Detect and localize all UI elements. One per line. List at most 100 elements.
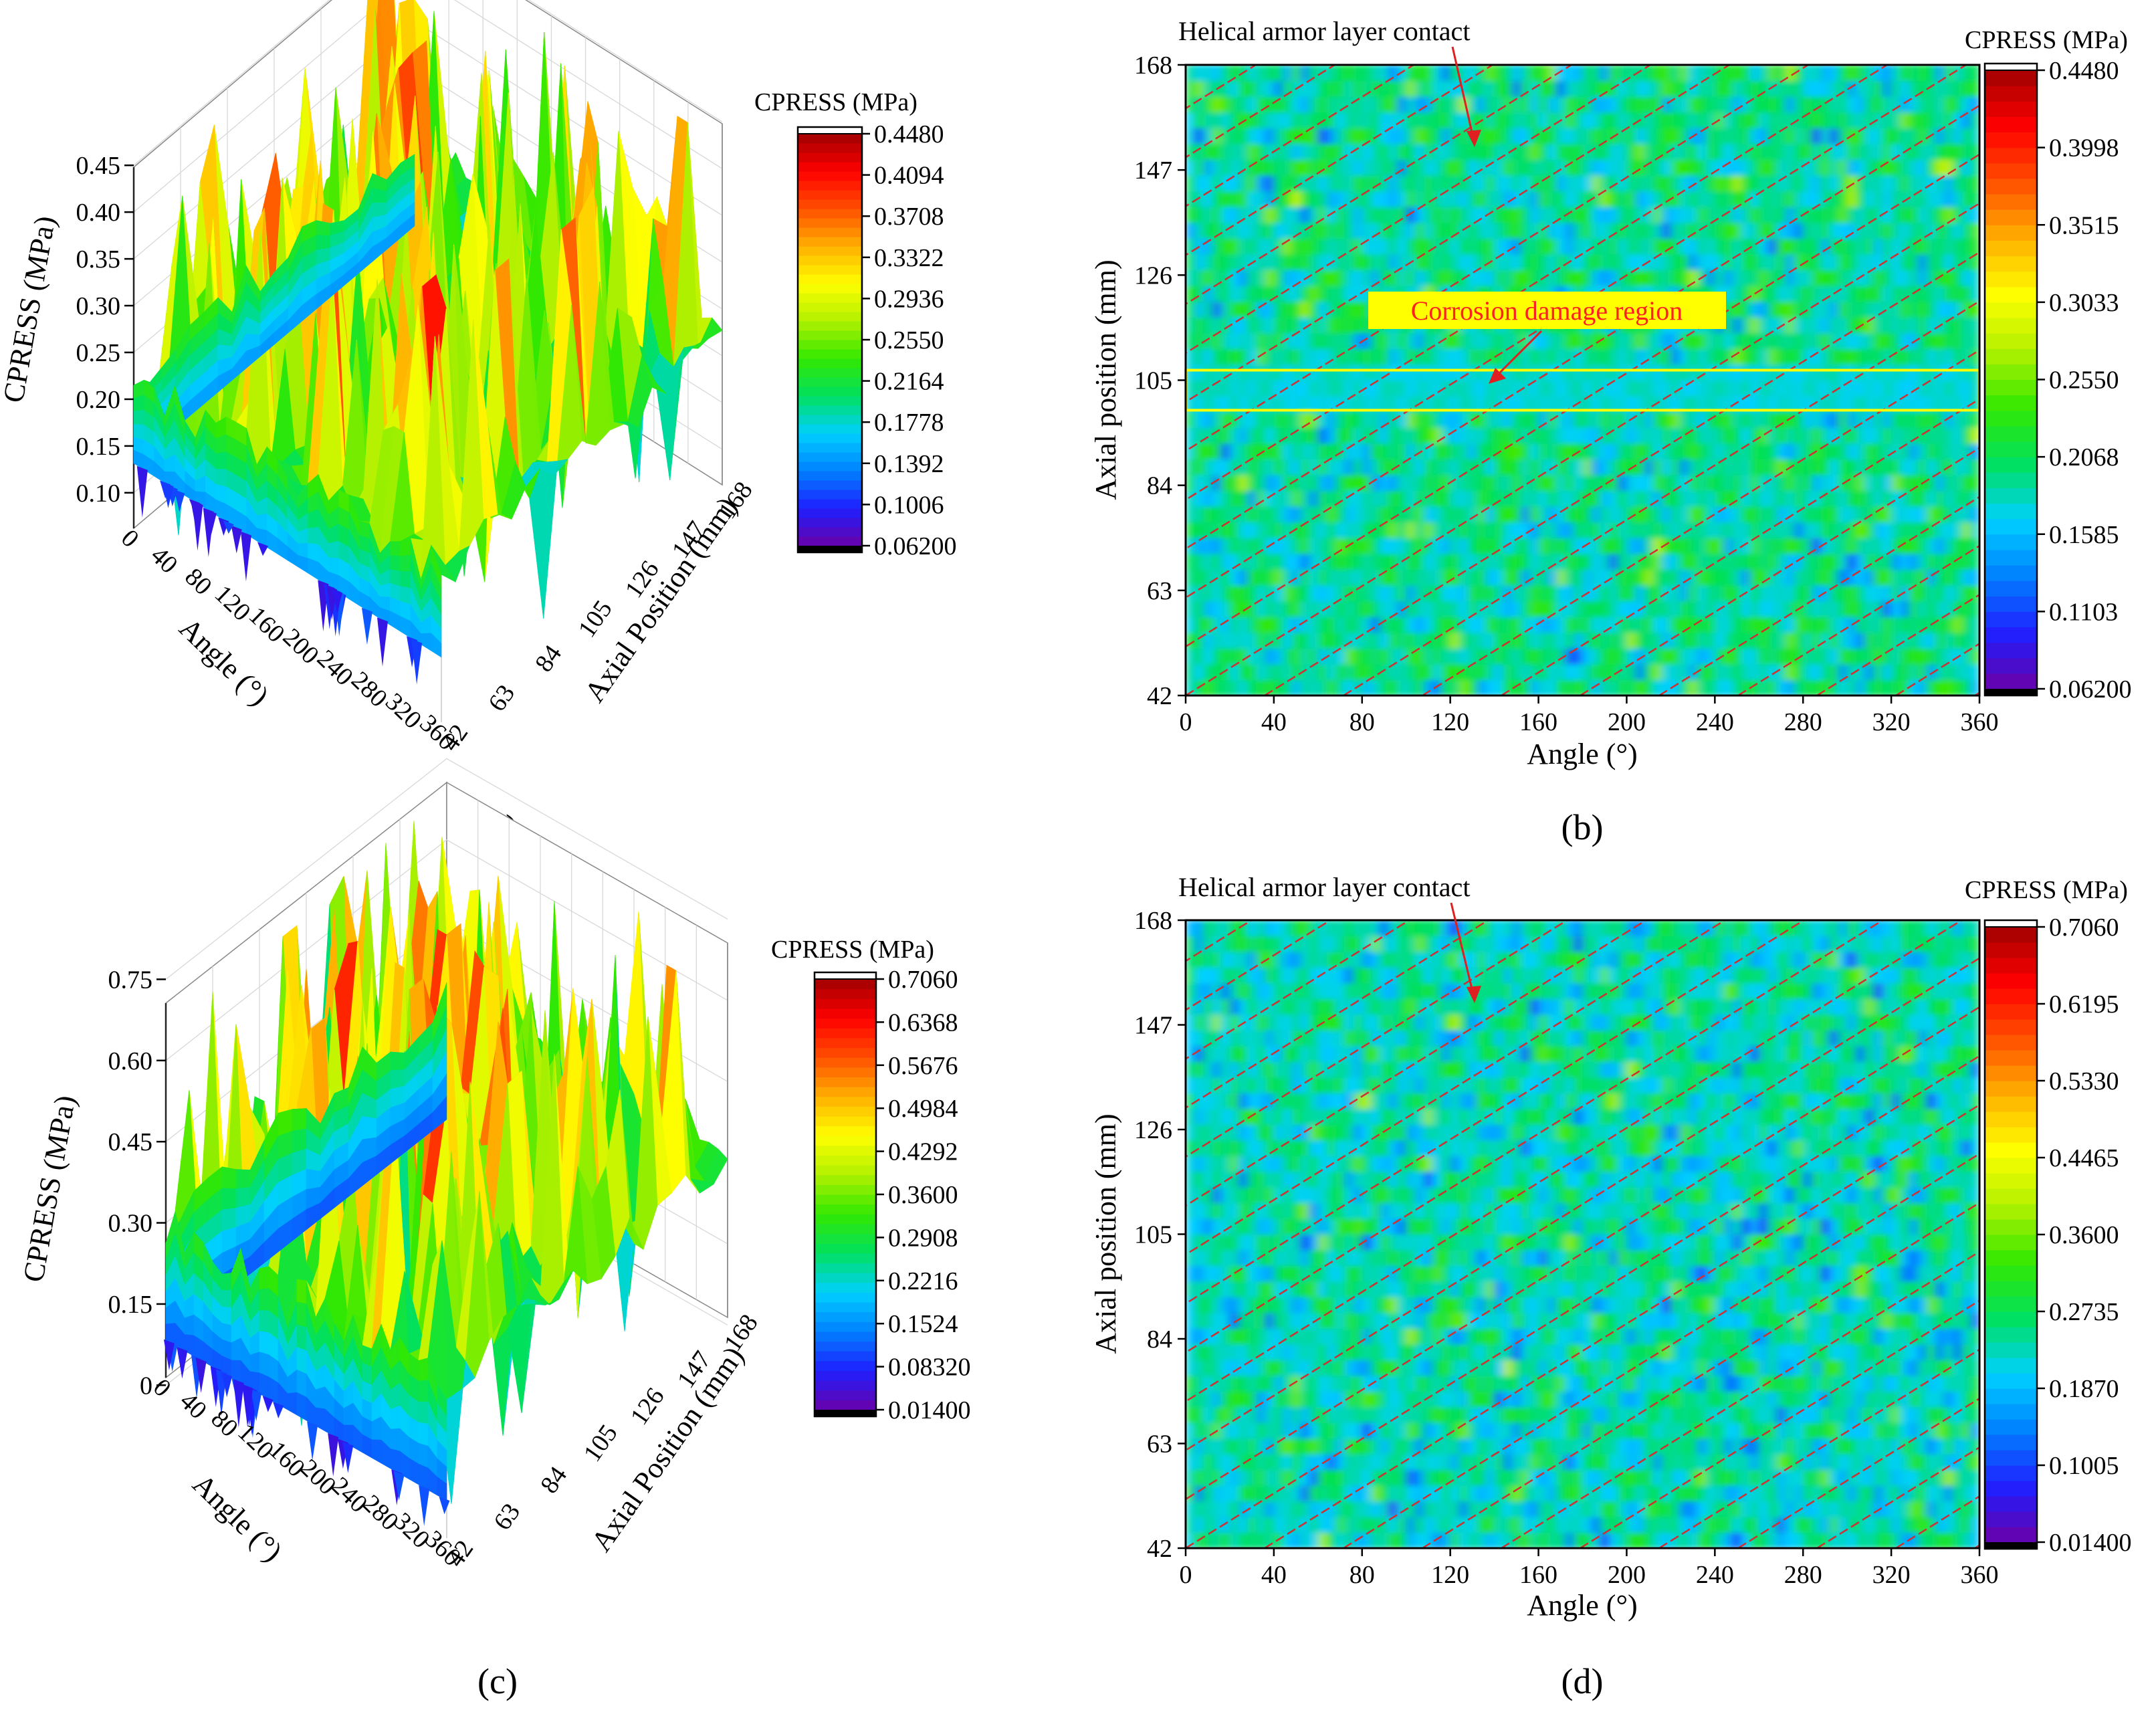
field-cell (1547, 238, 1557, 255)
field-cell (1194, 617, 1204, 633)
field-cell (1935, 332, 1945, 349)
field-cell (1406, 538, 1416, 554)
field-cell (1397, 159, 1407, 176)
field-cell (1229, 474, 1239, 492)
field-cell (1212, 175, 1222, 192)
field-cell (1424, 175, 1433, 192)
field-cell (1900, 301, 1910, 318)
field-cell (1882, 490, 1892, 507)
field-cell (1688, 332, 1698, 349)
field-cell (1591, 380, 1601, 397)
field-cell (1591, 270, 1601, 286)
field-cell (1926, 96, 1936, 113)
field-cell (1812, 80, 1822, 97)
field-cell (1397, 632, 1407, 649)
field-cell (1961, 538, 1971, 554)
field-cell (1670, 222, 1681, 239)
field-cell (1688, 617, 1698, 633)
field-cell (1335, 65, 1345, 82)
field-cell (1838, 253, 1848, 271)
field-cell (1362, 506, 1372, 523)
field-cell (1882, 301, 1892, 318)
field-cell (1511, 80, 1521, 97)
field-cell (1961, 459, 1971, 475)
field-cell (1706, 474, 1715, 492)
field-cell (1353, 364, 1363, 381)
field-cell (1644, 191, 1654, 207)
field-cell (1380, 490, 1389, 507)
field-cell (1715, 553, 1725, 570)
field-cell (1256, 286, 1266, 302)
field-cell (1291, 191, 1301, 207)
field-cell (1926, 679, 1936, 696)
field-cell (1521, 207, 1530, 223)
field-cell (1732, 427, 1742, 444)
field-cell (1644, 128, 1654, 144)
field-cell (1494, 490, 1504, 507)
field-cell (1538, 253, 1548, 271)
field-cell (1309, 159, 1319, 176)
field-cell (1626, 617, 1636, 633)
field-cell (1538, 65, 1548, 82)
field-cell (1212, 648, 1222, 665)
field-cell (1468, 506, 1477, 523)
field-cell (1732, 380, 1742, 397)
field-cell (1759, 601, 1769, 617)
field-cell (1653, 601, 1662, 617)
field-cell (1882, 411, 1892, 428)
field-cell (1529, 538, 1539, 554)
field-cell (1265, 112, 1275, 128)
surface-skirt-left (400, 213, 415, 239)
field-cell (1220, 584, 1230, 602)
field-cell (1397, 332, 1407, 349)
field-cell (1609, 159, 1618, 176)
field-cell (1697, 238, 1707, 255)
field-cell (1741, 238, 1751, 255)
field-cell (1300, 663, 1310, 681)
field-cell (1565, 380, 1574, 397)
field-cell (1900, 396, 1910, 413)
field-cell (1238, 191, 1248, 207)
field-cell (1503, 538, 1513, 554)
colorbar-band (798, 499, 862, 509)
field-cell (1565, 128, 1574, 144)
field-cell (1212, 679, 1222, 696)
field-cell (1309, 679, 1319, 696)
field-cell (1555, 348, 1566, 365)
field-cell (1362, 553, 1372, 570)
field-cell (1776, 522, 1786, 538)
field-cell (1812, 569, 1822, 586)
colorbar-band (798, 199, 862, 209)
field-cell (1944, 96, 1954, 113)
field-cell (1759, 679, 1769, 696)
field-cell (1555, 538, 1566, 554)
field-cell (1900, 175, 1910, 192)
field-cell (1424, 80, 1433, 97)
field-cell (1741, 175, 1751, 192)
field-cell (1309, 506, 1319, 523)
field-cell (1882, 128, 1892, 144)
field-cell (1670, 490, 1681, 507)
field-cell (1662, 253, 1671, 271)
field-cell (1723, 270, 1733, 286)
field-cell (1450, 569, 1460, 586)
field-cell (1812, 380, 1822, 397)
field-cell (1194, 222, 1204, 239)
field-cell (1961, 143, 1971, 161)
field-cell (1909, 159, 1919, 176)
field-cell (1273, 253, 1283, 271)
field-cell (1706, 238, 1715, 255)
field-cell (1644, 159, 1654, 176)
field-cell (1794, 286, 1804, 302)
field-cell (1247, 301, 1257, 318)
field-cell (1291, 270, 1301, 286)
field-cell (1432, 474, 1442, 492)
field-cell (1900, 663, 1910, 681)
field-cell (1300, 584, 1310, 602)
field-cell (1424, 679, 1433, 696)
field-cell (1256, 411, 1266, 428)
field-cell (1847, 380, 1856, 397)
field-cell (1565, 364, 1574, 381)
field-cell (1468, 270, 1477, 286)
field-cell (1909, 396, 1919, 413)
